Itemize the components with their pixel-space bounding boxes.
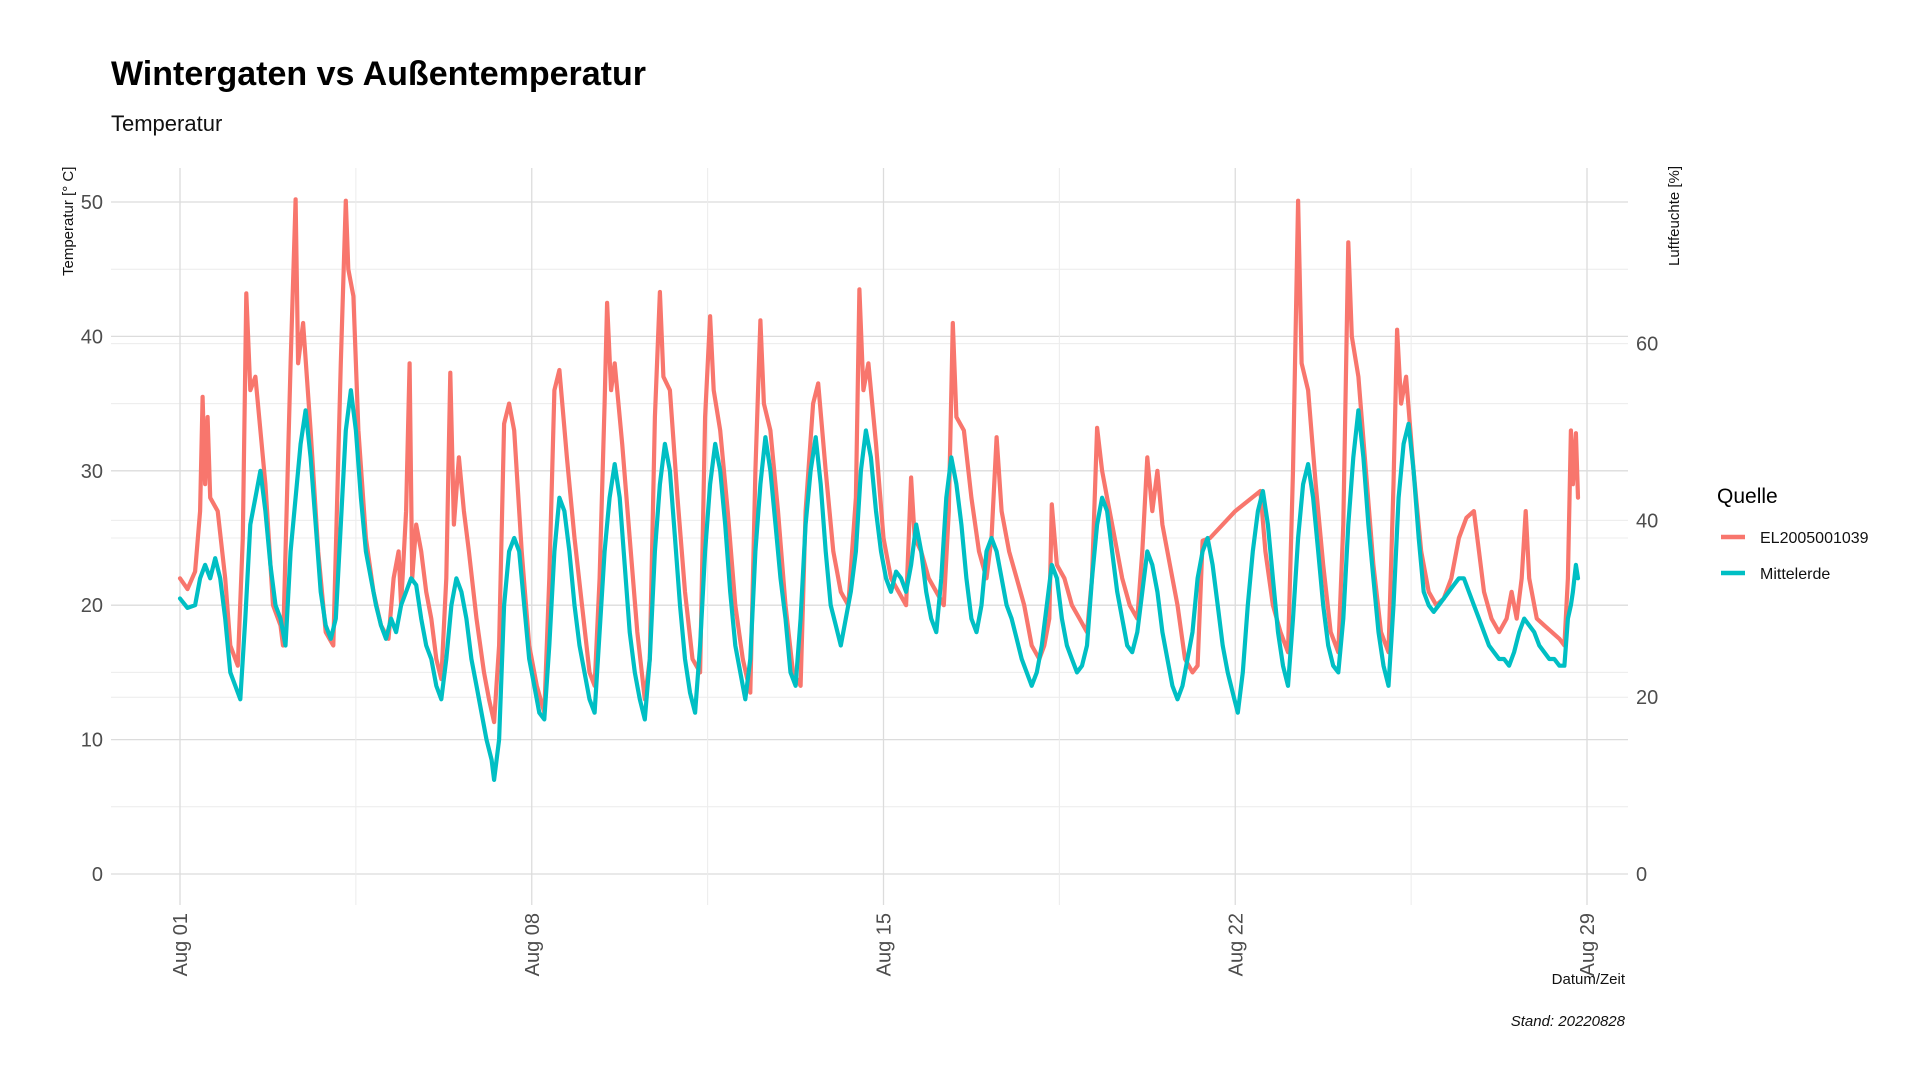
y-tick-label: 30 <box>81 461 103 483</box>
y-tick-label: 20 <box>81 595 103 617</box>
y-tick-label: 0 <box>92 864 103 886</box>
x-axis-title: Datum/Zeit <box>1552 971 1626 988</box>
legend: Quelle EL2005001039 Mittelerde <box>1717 485 1869 583</box>
y2-tick-label: 20 <box>1636 687 1658 709</box>
chart-caption: Stand: 20220828 <box>1511 1013 1626 1030</box>
x-axis-ticks: Aug 01 Aug 08 Aug 15 Aug 22 Aug 29 <box>170 913 1599 976</box>
chart-title: Wintergaten vs Außentemperatur <box>111 55 646 93</box>
x-tick-label: Aug 15 <box>874 913 896 976</box>
y2-axis-title: Luftfeuchte [%] <box>1666 166 1683 266</box>
y-tick-label: 50 <box>81 192 103 214</box>
series-line-mittelerde <box>177 388 1581 782</box>
y-axis-title: Temperatur [° C] <box>60 167 77 276</box>
x-tick-label: Aug 08 <box>522 913 544 976</box>
y2-tick-label: 60 <box>1636 334 1658 356</box>
y2-axis-ticks: 0 20 40 60 <box>1636 334 1658 886</box>
y-tick-label: 40 <box>81 326 103 348</box>
y2-tick-label: 0 <box>1636 864 1647 886</box>
series-line-el2005001039 <box>177 197 1581 725</box>
legend-title: Quelle <box>1717 485 1778 508</box>
y-tick-label: 10 <box>81 730 103 752</box>
legend-label: Mittelerde <box>1760 566 1830 583</box>
y-axis-ticks: 0 10 20 30 40 50 <box>81 192 103 886</box>
y2-tick-label: 40 <box>1636 510 1658 532</box>
x-tick-label: Aug 22 <box>1225 913 1247 976</box>
chart-subtitle: Temperatur <box>111 111 222 136</box>
x-tick-label: Aug 01 <box>170 913 192 976</box>
x-tick-label: Aug 29 <box>1577 913 1599 976</box>
series-lines <box>177 197 1581 782</box>
legend-label: EL2005001039 <box>1760 530 1869 547</box>
